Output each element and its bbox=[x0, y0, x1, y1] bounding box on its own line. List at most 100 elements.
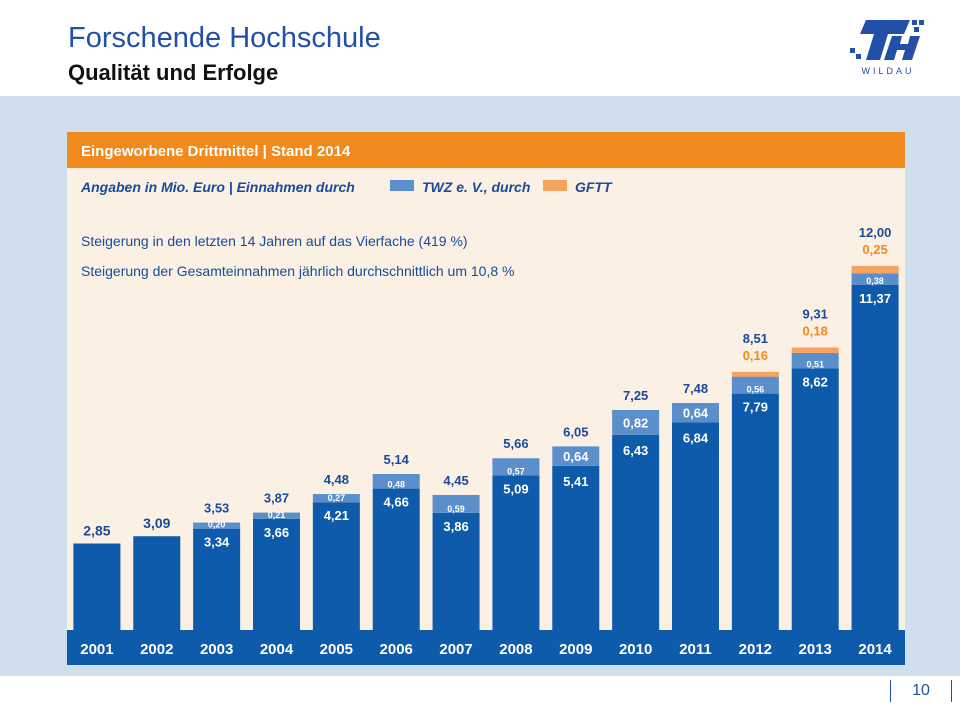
bar-base-2005 bbox=[312, 502, 360, 630]
bar-twz-2012 bbox=[731, 376, 779, 394]
twz-label-2006: 0,48 bbox=[387, 480, 405, 490]
x-tick-2010: 2010 bbox=[619, 641, 652, 658]
logo-mark-icon: WILDAU bbox=[850, 20, 924, 76]
legend-label-gftt: GFTT bbox=[575, 179, 613, 195]
bar-base-2011 bbox=[672, 422, 719, 630]
value-label-2006: 4,66 bbox=[384, 495, 409, 510]
bar-twz-2005 bbox=[312, 494, 360, 503]
twz-label-2009: 0,64 bbox=[563, 449, 589, 464]
total-label-2006: 5,14 bbox=[384, 452, 410, 467]
bar-gftt-2012 bbox=[731, 371, 779, 377]
x-tick-2007: 2007 bbox=[439, 641, 472, 658]
twz-label-2012: 0,56 bbox=[747, 385, 765, 395]
x-tick-2004: 2004 bbox=[260, 641, 294, 658]
total-label-2009: 6,05 bbox=[563, 424, 588, 439]
value-label-2011: 6,84 bbox=[683, 430, 709, 445]
gftt-label-2014: 0,25 bbox=[862, 242, 887, 257]
total-label-2004: 3,87 bbox=[264, 491, 289, 506]
x-tick-2009: 2009 bbox=[559, 641, 592, 658]
twz-label-2004: 0,21 bbox=[268, 510, 286, 520]
page-subtitle: Qualität und Erfolge bbox=[68, 60, 279, 85]
x-tick-2011: 2011 bbox=[679, 641, 712, 658]
x-tick-2014: 2014 bbox=[858, 641, 892, 658]
chart-header-band bbox=[67, 132, 905, 168]
total-label-2011: 7,48 bbox=[683, 381, 708, 396]
total-label-2014: 12,00 bbox=[859, 225, 892, 240]
annotation-growth-annual: Steigerung der Gesamteinnahmen jährlich … bbox=[81, 263, 514, 279]
bar-base-2007 bbox=[432, 512, 480, 630]
legend-swatch-gftt bbox=[543, 180, 567, 191]
page-number: 10 bbox=[890, 680, 952, 702]
bar-base-2002 bbox=[133, 536, 181, 630]
page-title: Forschende Hochschule bbox=[68, 22, 381, 54]
value-label-2014: 11,37 bbox=[859, 291, 891, 306]
bar-base-2006 bbox=[372, 488, 420, 630]
value-label-2002: 3,09 bbox=[143, 515, 170, 531]
bar-base-2012 bbox=[731, 393, 779, 630]
total-label-2005: 4,48 bbox=[324, 472, 349, 487]
bar-twz-2009 bbox=[552, 446, 600, 466]
bar-twz-2013 bbox=[791, 352, 839, 369]
x-axis-band bbox=[67, 630, 905, 665]
bar-twz-2006 bbox=[372, 474, 420, 489]
value-label-2005: 4,21 bbox=[324, 508, 349, 523]
chart-title: Eingeworbene Drittmittel | Stand 2014 bbox=[81, 143, 351, 160]
bar-twz-2010 bbox=[612, 410, 660, 435]
twz-label-2011: 0,64 bbox=[683, 406, 709, 421]
value-label-2001: 2,85 bbox=[83, 523, 110, 539]
bar-base-2009 bbox=[552, 465, 600, 630]
bar-base-2003 bbox=[193, 528, 241, 630]
x-axis-labels: 2001 2002 2003 2004 2005 2006 2007 2008 2009 2010… bbox=[80, 641, 892, 658]
total-label-2007: 4,45 bbox=[443, 473, 468, 488]
bar-base-2001 bbox=[73, 543, 121, 630]
value-label-2008: 5,09 bbox=[503, 482, 528, 497]
bar-gftt-2014 bbox=[851, 265, 899, 274]
chart-unit-note: Angaben in Mio. Euro | Einnahmen durch bbox=[80, 179, 355, 195]
x-tick-2002: 2002 bbox=[140, 641, 173, 658]
value-label-2003: 3,34 bbox=[204, 535, 230, 550]
value-label-2010: 6,43 bbox=[623, 443, 648, 458]
twz-label-2003: 0,20 bbox=[208, 520, 226, 530]
x-tick-2003: 2003 bbox=[200, 641, 233, 658]
bar-base-2014 bbox=[851, 284, 899, 630]
bar-twz-2007 bbox=[432, 494, 480, 513]
twz-label-2010: 0,82 bbox=[623, 415, 648, 430]
bar-twz-2008 bbox=[492, 458, 540, 476]
twz-label-2007: 0,59 bbox=[447, 504, 465, 514]
bar-twz-2014 bbox=[851, 273, 899, 285]
x-tick-2006: 2006 bbox=[380, 641, 413, 658]
bar-base-2008 bbox=[492, 475, 540, 630]
x-tick-2013: 2013 bbox=[799, 641, 832, 658]
bar-twz-2004 bbox=[253, 512, 300, 519]
annotation-growth-total: Steigerung in den letzten 14 Jahren auf … bbox=[81, 233, 468, 249]
total-label-2013: 9,31 bbox=[803, 306, 828, 321]
bar-base-2013 bbox=[791, 368, 839, 630]
value-label-2004: 3,66 bbox=[264, 525, 289, 540]
gftt-label-2013: 0,18 bbox=[803, 323, 828, 338]
twz-label-2013: 0,51 bbox=[806, 359, 824, 369]
twz-label-2008: 0,57 bbox=[507, 467, 525, 477]
bar-gftt-2013 bbox=[791, 347, 839, 353]
value-label-2012: 7,79 bbox=[743, 400, 768, 415]
value-label-2007: 3,86 bbox=[443, 519, 468, 534]
drittmittel-chart: Eingeworbene Drittmittel | Stand 2014 An… bbox=[67, 132, 905, 665]
x-tick-2008: 2008 bbox=[499, 641, 532, 658]
plot-background bbox=[67, 132, 905, 665]
legend-swatch-twz bbox=[390, 180, 414, 191]
th-wildau-logo: WILDAU bbox=[848, 16, 928, 78]
gftt-label-2012: 0,16 bbox=[743, 348, 768, 363]
value-label-2013: 8,62 bbox=[803, 374, 828, 389]
total-label-2008: 5,66 bbox=[503, 436, 528, 451]
bar-twz-2003 bbox=[193, 522, 241, 529]
logo-text: WILDAU bbox=[861, 66, 914, 76]
x-tick-2001: 2001 bbox=[80, 641, 113, 658]
total-label-2003: 3,53 bbox=[204, 501, 229, 516]
x-tick-2012: 2012 bbox=[739, 641, 772, 658]
twz-label-2005: 0,27 bbox=[328, 493, 346, 503]
bar-group: 2,85 3,09 0,20 3,34 3,53 0,21 3,66 3,87 0,27 4,21… bbox=[73, 225, 899, 630]
total-label-2010: 7,25 bbox=[623, 388, 648, 403]
bar-twz-2011 bbox=[672, 403, 719, 423]
twz-label-2014: 0,38 bbox=[866, 276, 884, 286]
bar-base-2010 bbox=[612, 434, 660, 630]
value-label-2009: 5,41 bbox=[563, 474, 588, 489]
